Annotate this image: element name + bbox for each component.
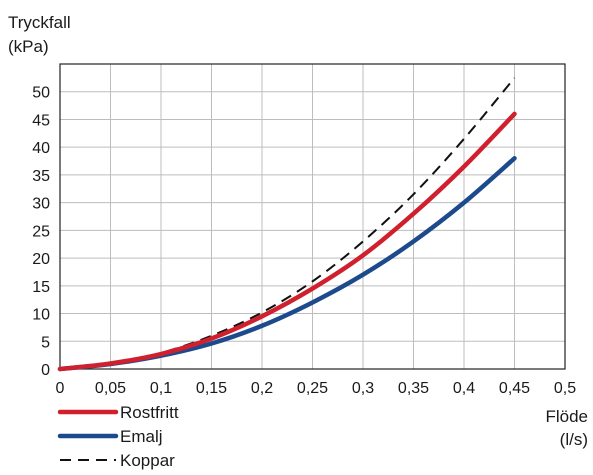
x-tick-label: 0,15: [196, 380, 227, 397]
legend-label-rostfritt: Rostfritt: [120, 403, 179, 422]
y-tick-label: 15: [32, 279, 50, 296]
y-axis-unit: (kPa): [8, 37, 49, 56]
x-tick-label: 0,2: [251, 380, 273, 397]
x-tick-label: 0,3: [352, 380, 374, 397]
x-tick-label: 0,05: [95, 380, 126, 397]
y-tick-label: 50: [32, 85, 50, 102]
legend-label-emalj: Emalj: [120, 427, 163, 446]
x-tick-label: 0,25: [297, 380, 328, 397]
y-tick-label: 45: [32, 112, 50, 129]
y-tick-label: 40: [32, 140, 50, 157]
x-axis-unit: (l/s): [560, 430, 588, 449]
legend-label-koppar: Koppar: [120, 451, 175, 470]
y-tick-label: 5: [41, 334, 50, 351]
x-tick-label: 0,45: [499, 380, 530, 397]
x-tick-label: 0: [56, 380, 65, 397]
y-tick-label: 0: [41, 362, 50, 379]
x-tick-label: 0,1: [150, 380, 172, 397]
y-tick-label: 20: [32, 251, 50, 268]
y-tick-label: 30: [32, 196, 50, 213]
x-tick-label: 0,5: [554, 380, 576, 397]
x-axis-label: Flöde: [545, 407, 588, 426]
y-tick-label: 25: [32, 223, 50, 240]
x-tick-label: 0,35: [398, 380, 429, 397]
y-tick-label: 35: [32, 168, 50, 185]
x-tick-label: 0,4: [453, 380, 475, 397]
y-axis-label: Tryckfall: [8, 13, 71, 32]
y-tick-label: 10: [32, 307, 50, 324]
